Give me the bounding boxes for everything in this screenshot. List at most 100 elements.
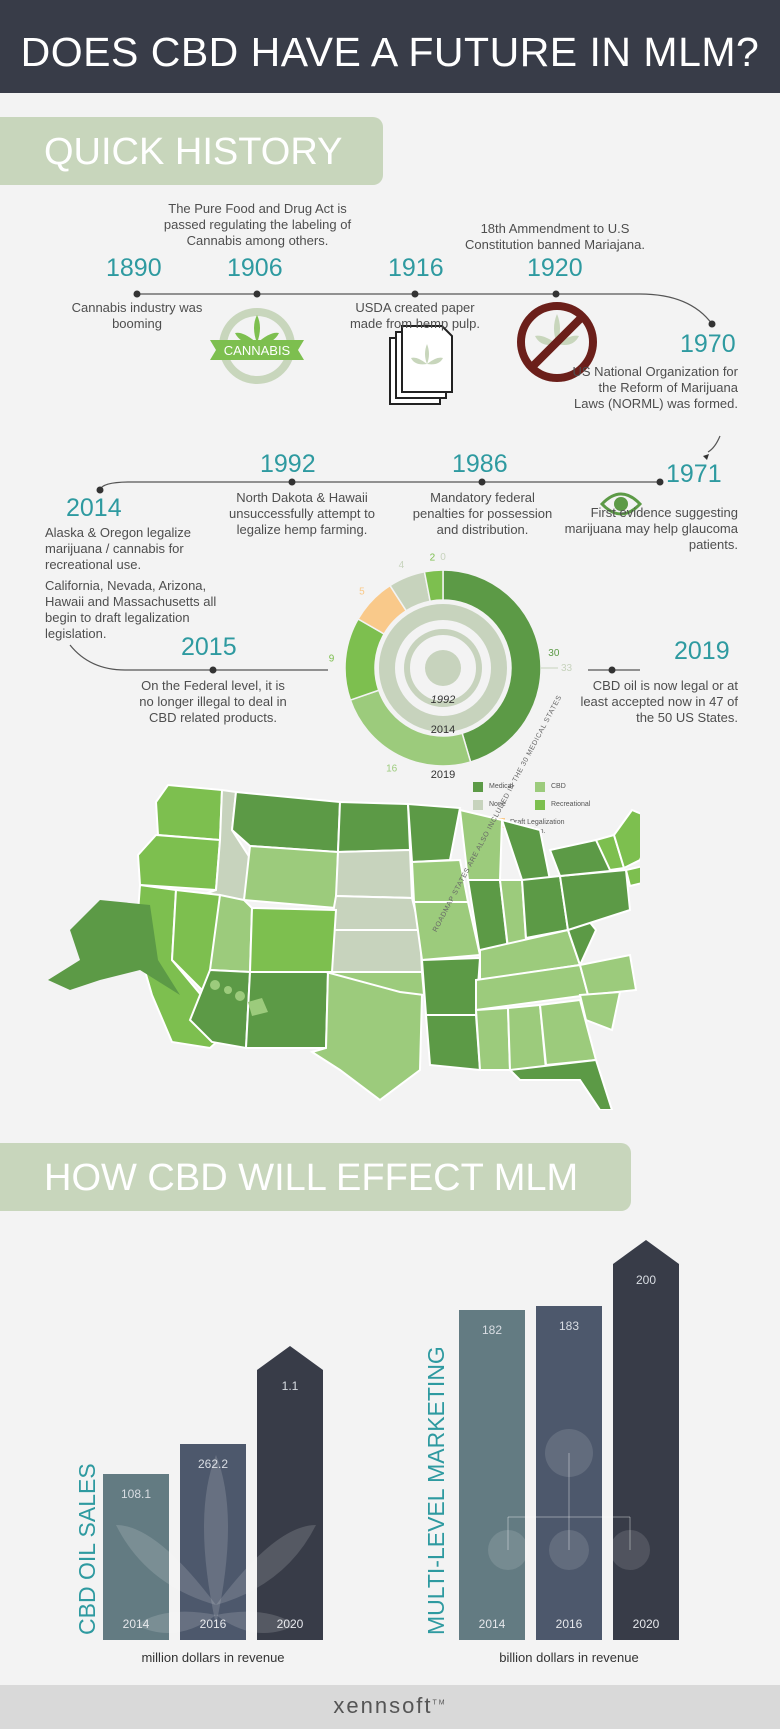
donut-label-1: 16 xyxy=(386,764,398,775)
cbd-bar-2016 xyxy=(180,1444,246,1640)
year-1992: 1992 xyxy=(260,450,316,478)
donut-label-5: 2 xyxy=(430,553,436,564)
event-1906: The Pure Food and Drug Act is passed reg… xyxy=(163,201,352,248)
event-2014: Alaska & Oregon legalize marijuana / can… xyxy=(45,525,191,572)
cbd-chart-title: CBD OIL SALES xyxy=(74,1463,100,1635)
cbd-bar-2014 xyxy=(103,1474,169,1640)
donut-slices xyxy=(344,569,558,767)
cbd-category-2020: 2020 xyxy=(277,1617,304,1631)
year-2019: 2019 xyxy=(674,637,730,665)
donut-label-4: 4 xyxy=(399,560,405,571)
donut-label-2: 9 xyxy=(329,653,335,664)
donut-core xyxy=(425,650,461,686)
revenue-bar-charts: 108.1 2014 262.2 2016 1.1 2020 182 2014 183 2016… xyxy=(74,1240,679,1665)
ring-label-1992: 1992 xyxy=(431,694,455,706)
alaska-shape xyxy=(48,900,180,995)
event-1920: 18th Ammendment to U.S Constitution bann… xyxy=(465,221,645,252)
donut-slice-2019-0 xyxy=(442,569,542,763)
us-map xyxy=(48,783,640,1110)
mlm-value-2020: 200 xyxy=(636,1273,656,1287)
cannabis-badge-label: CANNABIS xyxy=(224,343,291,358)
donut-label-2014: 33 xyxy=(561,663,573,674)
donut-label-0: 30 xyxy=(548,648,560,659)
mlm-chart-title: MULTI-LEVEL MARKETING xyxy=(423,1346,449,1635)
timeline-dots-middle xyxy=(96,478,664,494)
timeline-connector xyxy=(707,435,721,453)
hawaii-shape xyxy=(210,980,268,1016)
mlm-chart-xlabel: billion dollars in revenue xyxy=(499,1650,638,1665)
timeline-line-middle xyxy=(99,481,660,491)
map-legend: Medical CBD None Recreational Draft Lega… xyxy=(473,780,673,840)
legend-none: None xyxy=(489,801,506,808)
legend-swatch-recreational xyxy=(535,800,545,810)
mlm-bar-2014 xyxy=(459,1310,525,1640)
year-1986: 1986 xyxy=(452,450,508,478)
eye-icon xyxy=(599,492,643,516)
prohibited-cannabis-icon xyxy=(517,302,597,382)
timeline-graphic: CANNABIS xyxy=(69,290,721,674)
cbd-value-2020: 1.1 xyxy=(282,1379,299,1393)
cbd-oil-sales-bars: 108.1 2014 262.2 2016 1.1 2020 xyxy=(103,1346,323,1640)
timeline-dots-top xyxy=(133,290,716,328)
year-2014: 2014 xyxy=(66,494,122,522)
timeline-line-top xyxy=(137,293,713,325)
cbd-category-2014: 2014 xyxy=(123,1617,150,1631)
mlm-category-2016: 2016 xyxy=(556,1617,583,1631)
cbd-value-2016: 262.2 xyxy=(198,1457,228,1471)
legend-swatch-medical xyxy=(473,782,483,792)
mlm-category-2020: 2020 xyxy=(633,1617,660,1631)
year-1971: 1971 xyxy=(666,460,722,488)
year-1906: 1906 xyxy=(227,254,283,282)
legend-swatch-cbd xyxy=(535,782,545,792)
year-1916: 1916 xyxy=(388,254,444,282)
event-1890: Cannabis industry was booming xyxy=(71,300,203,331)
brand-tm: TM xyxy=(432,1699,447,1707)
brand-logo: xennsoftTM xyxy=(0,1693,780,1719)
mlm-bars: 182 2014 183 2016 200 2020 xyxy=(459,1240,679,1640)
mlm-bar-2020 xyxy=(613,1240,679,1640)
donut-label-6: 0 xyxy=(440,552,446,563)
year-1920: 1920 xyxy=(527,254,583,282)
donut-ring-2014 xyxy=(379,604,507,732)
timeline-line-bottom xyxy=(69,644,328,671)
effect-banner: HOW CBD WILL EFFECT MLM xyxy=(0,1143,631,1211)
cbd-value-2014: 108.1 xyxy=(121,1487,151,1501)
ring-label-2019: 2019 xyxy=(431,769,455,781)
paper-stack-icon xyxy=(389,325,453,405)
network-hierarchy-icon xyxy=(488,1429,650,1570)
event-1916: USDA created paper made from hemp pulp. xyxy=(349,300,481,331)
mlm-value-2016: 183 xyxy=(559,1319,579,1333)
legend-recreational: Recreational xyxy=(551,801,591,808)
year-2015: 2015 xyxy=(181,633,237,661)
header-bar: DOES CBD HAVE A FUTURE IN MLM? xyxy=(0,0,780,93)
event-1971: First evidence suggesting marijuana may … xyxy=(564,505,738,552)
event-1986: Mandatory federal penalties for possessi… xyxy=(412,490,553,537)
cbd-chart-xlabel: million dollars in revenue xyxy=(141,1650,284,1665)
mlm-category-2014: 2014 xyxy=(479,1617,506,1631)
event-1992: North Dakota & Hawaii unsuccessfully att… xyxy=(229,490,375,537)
legend-swatch-none xyxy=(473,800,483,810)
effect-title: HOW CBD WILL EFFECT MLM xyxy=(44,1157,579,1199)
cbd-category-2016: 2016 xyxy=(200,1617,227,1631)
event-2015: On the Federal level, it is no longer il… xyxy=(139,678,287,725)
event-1970: US National Organization for the Reform … xyxy=(572,364,738,411)
cannabis-badge-icon xyxy=(210,308,304,384)
donut-value-labels: 30 16 9 5 4 2 0 33 xyxy=(329,552,573,775)
cannabis-leaf-icon xyxy=(116,1455,316,1633)
cbd-bar-2020 xyxy=(257,1346,323,1640)
ring-label-2014: 2014 xyxy=(431,724,455,736)
donut-label-3: 5 xyxy=(359,587,365,598)
history-title: QUICK HISTORY xyxy=(44,131,343,173)
mlm-value-2014: 182 xyxy=(482,1323,502,1337)
donut-slice-2019-5 xyxy=(423,569,444,603)
page-title: DOES CBD HAVE A FUTURE IN MLM? xyxy=(20,29,760,75)
footer-bar: xennsoftTM xyxy=(0,1685,780,1729)
mlm-bar-2016 xyxy=(536,1306,602,1640)
legend-medical: Medical xyxy=(489,783,514,790)
event-2014-draft: California, Nevada, Arizona, Hawaii and … xyxy=(45,578,217,641)
event-2019: CBD oil is now legal or at least accepte… xyxy=(580,678,738,725)
history-banner: QUICK HISTORY xyxy=(0,117,383,185)
year-1890: 1890 xyxy=(106,254,162,282)
brand-name: xennsoft xyxy=(333,1693,433,1718)
legend-cbd: CBD xyxy=(551,783,566,790)
